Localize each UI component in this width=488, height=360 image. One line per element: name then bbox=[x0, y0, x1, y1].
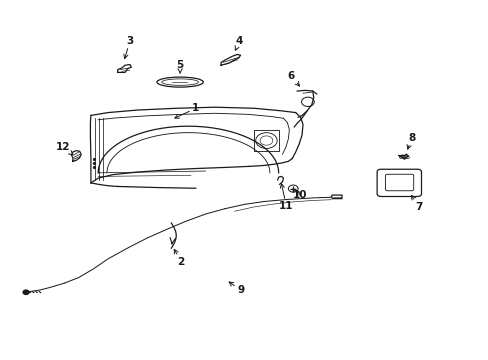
Text: 12: 12 bbox=[56, 141, 73, 155]
Text: 2: 2 bbox=[174, 249, 184, 267]
Text: 7: 7 bbox=[410, 195, 422, 212]
Circle shape bbox=[23, 290, 29, 294]
Text: 10: 10 bbox=[292, 190, 307, 200]
Text: 4: 4 bbox=[235, 36, 243, 50]
Text: 3: 3 bbox=[123, 36, 133, 59]
Text: 1: 1 bbox=[175, 103, 199, 118]
Text: 6: 6 bbox=[286, 71, 299, 86]
Text: 11: 11 bbox=[279, 184, 293, 211]
Text: 5: 5 bbox=[176, 60, 183, 73]
Text: 9: 9 bbox=[229, 282, 244, 295]
Text: 8: 8 bbox=[407, 133, 414, 149]
